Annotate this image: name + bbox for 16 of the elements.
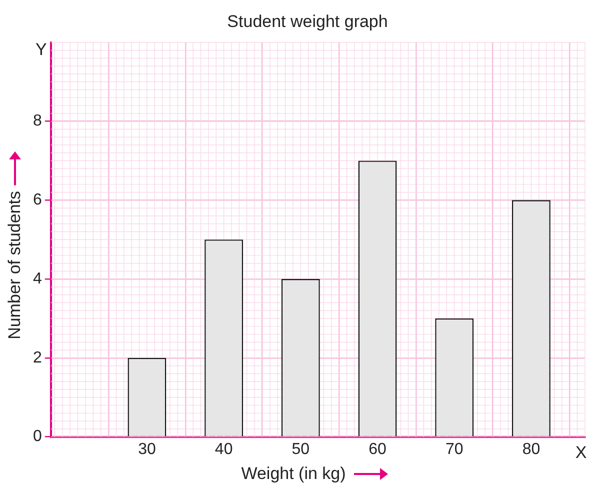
y-tick-label: 2 xyxy=(32,349,42,366)
text: Y xyxy=(36,40,47,60)
y-axis-title: Number of students xyxy=(5,190,25,340)
x-tick-label: 50 xyxy=(292,440,310,458)
x-tick-label: 70 xyxy=(445,440,464,458)
x-tick-label: 40 xyxy=(214,440,233,458)
y-tick-label: 0 xyxy=(32,428,42,446)
y-tick-label: 4 xyxy=(32,270,42,288)
x-tick-label: 80 xyxy=(522,440,540,458)
y-tick-label: 6 xyxy=(32,192,42,209)
x-tick-label: 30 xyxy=(138,440,156,458)
y-tick-label: 8 xyxy=(32,112,42,130)
x-axis-title: Weight (in kg) xyxy=(241,464,346,484)
x-tick-label: 60 xyxy=(368,440,387,458)
chart-title: Student weight graph xyxy=(227,12,388,31)
text: X xyxy=(575,442,587,462)
